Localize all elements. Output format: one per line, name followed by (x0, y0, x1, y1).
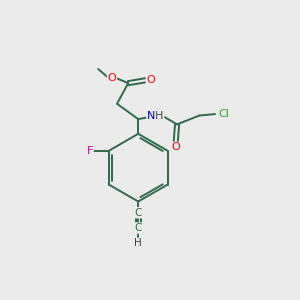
Text: O: O (146, 75, 155, 85)
Text: O: O (108, 73, 116, 83)
Text: H: H (134, 238, 142, 248)
Text: Cl: Cl (218, 109, 229, 119)
Text: H: H (155, 111, 164, 121)
Text: N: N (147, 110, 155, 121)
Text: F: F (87, 146, 93, 156)
Text: O: O (171, 142, 180, 152)
Text: C: C (134, 223, 142, 233)
Text: C: C (134, 208, 142, 218)
